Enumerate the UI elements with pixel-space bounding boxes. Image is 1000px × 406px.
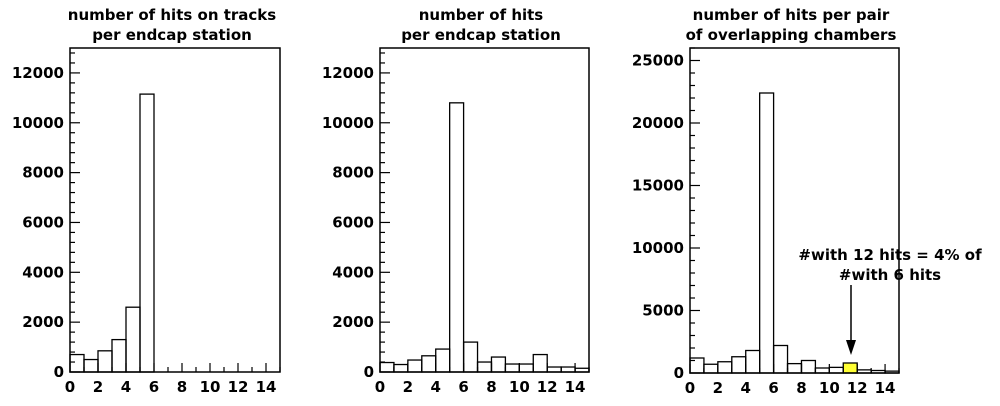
panel-1-y-tick-label: 0 (54, 363, 64, 381)
panel-2-bar-bin-2 (393, 363, 409, 373)
panel-1-y-tick-label: 12000 (12, 64, 64, 82)
annotation-line-2: #with 6 hits (839, 266, 941, 284)
panel-2-x-tick-label: 12 (537, 378, 558, 396)
panel-3-y-tick-label: 20000 (632, 114, 684, 132)
panel-1-bar-bin-6 (139, 93, 155, 373)
panel-2-y-tick-label: 2000 (332, 313, 374, 331)
panel-1-bar-bin-5 (125, 306, 141, 373)
panel-2-x-tick-label: 8 (486, 378, 496, 396)
panel-1-x-tick-label: 10 (200, 378, 221, 396)
panel-3-title-line-2: of overlapping chambers (686, 26, 897, 44)
panel-2-title-line-2: per endcap station (401, 26, 561, 44)
panel-3-bar-bin-5 (745, 349, 761, 374)
panel-3-x-tick-label: 12 (847, 379, 868, 397)
panel-2-y-tick-label: 8000 (332, 164, 374, 182)
panel-2-bar-bin-12 (532, 353, 548, 373)
panel-1-y-tick-label: 10000 (12, 114, 64, 132)
panel-2-y-tick-label: 6000 (332, 213, 374, 231)
panel-1-x-tick-label: 6 (149, 378, 159, 396)
panel-3-bar-bin-12 (842, 362, 858, 374)
panel-1-bar-bin-2 (83, 358, 99, 373)
panel-1-x-tick-label: 14 (256, 378, 277, 396)
panel-2-bar-bin-5 (435, 348, 451, 373)
panel-3-x-tick-label: 2 (713, 379, 723, 397)
panel-2-x-tick-label: 6 (458, 378, 468, 396)
panel-2-bar-bin-10 (504, 363, 520, 373)
panel-1-y-tick-label: 2000 (22, 313, 64, 331)
panel-2-bar-bin-11 (518, 363, 534, 373)
panel-3-y-tick-label: 25000 (632, 52, 684, 70)
panel-2-y-tick-label: 4000 (332, 263, 374, 281)
panel-2-y-tick-label: 12000 (322, 64, 374, 82)
panel-2-bar-bin-3 (407, 359, 423, 373)
panel-1-bar-bin-3 (97, 350, 113, 373)
panel-2-bar-bin-1 (379, 361, 395, 373)
panel-2-bar-bin-8 (476, 361, 493, 373)
panel-2-x-tick-label: 4 (431, 378, 441, 396)
panel-2-x-tick-label: 0 (375, 378, 385, 396)
panel-3-bar-bin-3 (717, 361, 733, 374)
panel-3-y-tick-label: 5000 (642, 302, 684, 320)
panel-1-frame (69, 47, 281, 373)
panel-3-x-tick-label: 8 (796, 379, 806, 397)
panel-3-y-tick-label: 10000 (632, 239, 684, 257)
panel-3: number of hits per pair of overlapping c… (632, 6, 982, 397)
panel-2-bar-bin-6 (449, 102, 465, 373)
panel-1-x-tick-label: 8 (177, 378, 187, 396)
panel-1-y-tick-label: 6000 (22, 213, 64, 231)
panel-3-frame (689, 47, 900, 374)
panel-2-bar-bin-9 (490, 356, 507, 373)
panel-1-bar-bin-1 (69, 353, 85, 373)
panel-1-bar-bin-4 (111, 338, 127, 373)
panel-2-x-tick-label: 2 (403, 378, 413, 396)
panel-1-y-tick-label: 4000 (22, 263, 64, 281)
panel-3-x-tick-label: 14 (875, 379, 896, 397)
panel-3-bar-bin-2 (703, 363, 719, 374)
panel-1-x-tick-label: 12 (228, 378, 249, 396)
panel-3-bar-bin-9 (800, 359, 817, 374)
panel-2-title-line-1: number of hits (419, 6, 544, 24)
panel-1-title-line-2: per endcap station (92, 26, 252, 44)
panel-3-title-line-1: number of hits per pair (693, 6, 890, 24)
panel-1-x-tick-label: 0 (65, 378, 75, 396)
panel-2-x-tick-label: 14 (565, 378, 586, 396)
panel-1-y-tick-label: 8000 (22, 164, 64, 182)
annotation-line-1: #with 12 hits = 4% of (798, 246, 982, 264)
panel-1: number of hits on tracks per endcap stat… (12, 6, 281, 396)
panel-2-frame (379, 47, 590, 373)
annotation-arrow-head (846, 340, 856, 355)
panel-1-title-line-1: number of hits on tracks (68, 6, 276, 24)
panel-3-bar-bin-11 (828, 366, 844, 374)
panel-1-x-tick-label: 4 (121, 378, 131, 396)
panel-3-y-tick-label: 0 (674, 364, 684, 382)
panel-3-bar-bin-7 (772, 344, 789, 374)
panel-3-x-tick-label: 0 (685, 379, 695, 397)
panel-2-bar-bin-4 (421, 355, 437, 373)
panel-3-y-tick-label: 15000 (632, 177, 684, 195)
panel-3-bar-bin-4 (731, 356, 747, 374)
panel-2-x-tick-label: 10 (509, 378, 530, 396)
panel-2-bar-bin-7 (462, 341, 479, 373)
panel-3-x-tick-label: 4 (741, 379, 751, 397)
panel-3-x-tick-label: 10 (819, 379, 840, 397)
panel-3-bar-bin-8 (786, 362, 803, 374)
panel-3-x-tick-label: 6 (768, 379, 778, 397)
panel-1-x-tick-label: 2 (93, 378, 103, 396)
panel-2-y-tick-label: 0 (364, 363, 374, 381)
panel-2-y-tick-label: 10000 (322, 114, 374, 132)
panel-3-bar-bin-6 (759, 92, 775, 374)
